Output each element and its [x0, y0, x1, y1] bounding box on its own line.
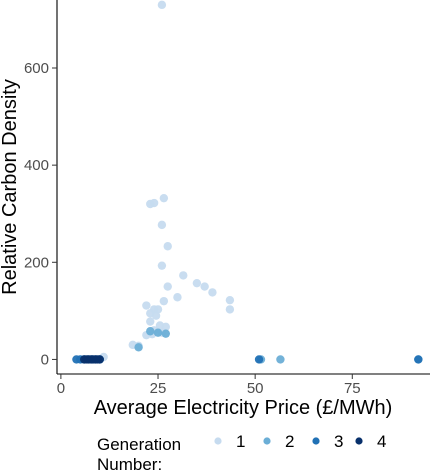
x-axis-title: Average Electricity Price (£/MWh): [94, 397, 393, 419]
data-point-gen-1: [157, 0, 167, 10]
legend: Generation Number: 1 2 3 4: [97, 432, 386, 474]
legend-label-1: 1: [236, 432, 245, 451]
x-tick-label: 50: [247, 380, 264, 397]
y-tick-label: 0: [41, 351, 49, 368]
legend-label-3: 3: [334, 432, 343, 451]
data-point-gen-4: [95, 355, 104, 364]
data-point-gen-2: [146, 327, 155, 336]
y-tick-label: 600: [24, 60, 49, 77]
legend-label-2: 2: [285, 432, 294, 451]
data-point-gen-2: [276, 355, 285, 364]
x-tick-label: 75: [344, 380, 361, 397]
legend-key-1: [214, 437, 222, 445]
y-axis-title: Relative Carbon Density: [0, 79, 21, 295]
legend-items: 1 2 3 4: [214, 432, 386, 451]
y-tick-label: 200: [24, 254, 49, 271]
data-point-gen-1: [146, 317, 155, 326]
legend-label-4: 4: [377, 432, 386, 451]
data-point-gen-1: [153, 305, 163, 314]
data-point-gen-1: [179, 271, 188, 280]
ticks-layer: 0 25 50 75 0 200 400 600: [24, 60, 361, 397]
data-point-gen-3: [254, 355, 264, 364]
data-point-gen-1: [192, 278, 202, 288]
data-point-gen-1: [225, 295, 235, 305]
data-point-gen-2: [161, 329, 170, 338]
points-layer: [72, 0, 423, 364]
legend-key-3: [312, 437, 320, 445]
data-point-gen-1: [151, 311, 161, 320]
data-point-gen-1: [159, 296, 169, 306]
data-point-gen-1: [149, 198, 159, 208]
data-point-gen-1: [163, 242, 172, 251]
data-point-gen-2: [134, 343, 143, 352]
legend-key-4: [355, 437, 363, 445]
data-point-gen-1: [157, 220, 167, 230]
data-point-gen-1: [159, 193, 169, 203]
data-point-gen-3: [414, 355, 423, 364]
data-point-gen-1: [208, 288, 217, 297]
x-tick-label: 25: [150, 380, 167, 397]
data-point-gen-1: [157, 261, 167, 270]
data-point-gen-1: [163, 282, 172, 291]
legend-title-line-2: Number:: [97, 455, 162, 474]
data-point-gen-1: [173, 293, 182, 302]
data-point-gen-1: [225, 305, 235, 314]
legend-key-2: [263, 437, 271, 445]
x-tick-label: 0: [57, 380, 65, 397]
y-tick-label: 400: [24, 157, 49, 174]
data-point-gen-1: [142, 301, 151, 310]
legend-title-line-1: Generation: [97, 435, 181, 454]
data-point-gen-2: [153, 328, 163, 337]
data-point-gen-1: [200, 282, 209, 291]
